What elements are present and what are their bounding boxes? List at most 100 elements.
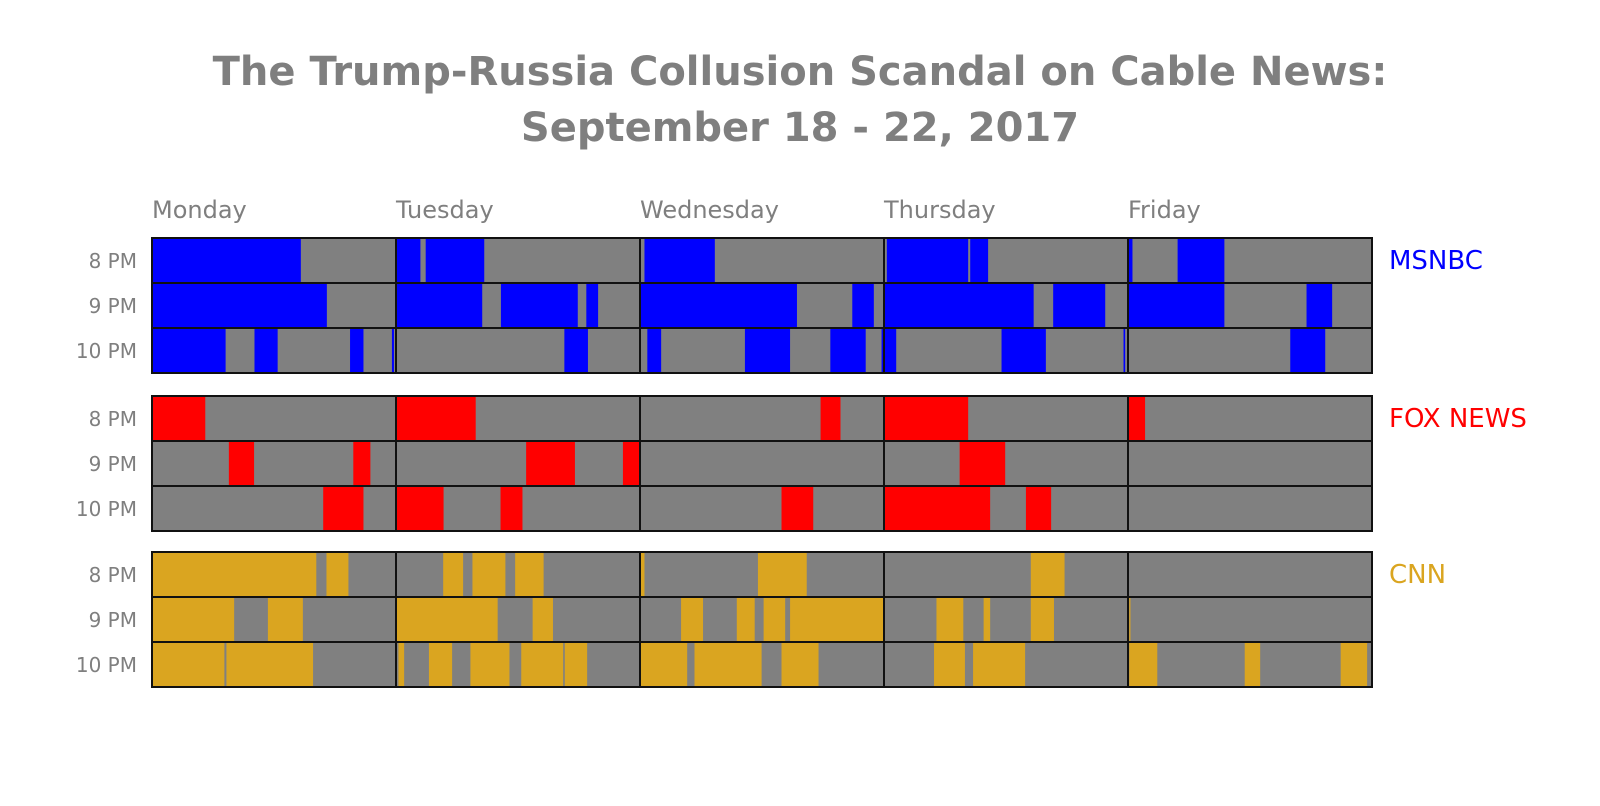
hour-label: 8 PM [89, 563, 137, 587]
hour-cell [1128, 486, 1372, 531]
coverage-segment [1030, 597, 1054, 642]
coverage-segment [884, 283, 1034, 328]
coverage-segment [1001, 328, 1046, 373]
hour-cell [1128, 597, 1372, 642]
coverage-segment [1025, 486, 1052, 531]
coverage-segment [820, 396, 841, 441]
hour-label: 10 PM [76, 339, 137, 363]
coverage-segment [428, 642, 453, 687]
coverage-segment [647, 328, 662, 373]
coverage-segment [152, 642, 225, 687]
hour-cell [1128, 238, 1372, 283]
coverage-segment [1128, 238, 1133, 283]
hour-cell [884, 597, 1128, 642]
coverage-segment [152, 597, 235, 642]
network-group-cnn: 8 PM 9 PM 10 PM CNN [76, 551, 1446, 688]
coverage-segment [326, 552, 349, 597]
coverage-segment [152, 396, 206, 441]
coverage-segment [1306, 283, 1333, 328]
coverage-segment [736, 597, 755, 642]
day-label: Tuesday [395, 196, 494, 224]
coverage-segment [681, 597, 704, 642]
cell-border [1127, 327, 1373, 374]
coverage-segment [1129, 642, 1158, 687]
coverage-segment [521, 642, 564, 687]
coverage-segment [152, 328, 226, 373]
coverage-segment [350, 328, 364, 373]
day-label: Thursday [883, 196, 996, 224]
coverage-segment [1128, 283, 1225, 328]
hour-label: 10 PM [76, 497, 137, 521]
coverage-segment [396, 597, 498, 642]
coverage-segment [532, 597, 553, 642]
coverage-segment [970, 238, 989, 283]
coverage-segment [936, 597, 964, 642]
coverage-segment [500, 486, 523, 531]
coverage-segment [254, 328, 278, 373]
coverage-segment [640, 642, 688, 687]
coverage-segment [391, 328, 394, 373]
network-label: MSNBC [1389, 246, 1483, 276]
coverage-segment [564, 328, 588, 373]
coverage-segment [515, 552, 544, 597]
coverage-segment [959, 441, 1006, 486]
coverage-segment [226, 642, 314, 687]
coverage-segment [1053, 283, 1106, 328]
coverage-segment [973, 642, 1026, 687]
coverage-segment [886, 238, 969, 283]
coverage-segment [152, 283, 327, 328]
coverage-segment [744, 328, 791, 373]
hour-cell [884, 552, 1128, 597]
coverage-segment [1177, 238, 1225, 283]
hour-cell [884, 441, 1128, 486]
coverage-segment [267, 597, 303, 642]
coverage-segment [500, 283, 578, 328]
coverage-segment [1244, 642, 1261, 687]
coverage-segment [1129, 597, 1131, 642]
hour-cell [1128, 328, 1372, 373]
coverage-segment [443, 552, 464, 597]
network-label: FOX NEWS [1389, 404, 1527, 434]
hour-cell [1128, 441, 1372, 486]
coverage-segment [1128, 396, 1146, 441]
coverage-segment [983, 597, 991, 642]
coverage-segment [694, 642, 762, 687]
cell-border [1127, 641, 1373, 688]
coverage-segment [781, 642, 819, 687]
chart-title: The Trump-Russia Collusion Scandal on Ca… [212, 49, 1388, 95]
coverage-segment [622, 441, 640, 486]
coverage-segment [790, 597, 884, 642]
coverage-segment [470, 642, 510, 687]
coverage-segment [640, 552, 645, 597]
coverage-segment [526, 441, 575, 486]
coverage-segment [396, 486, 444, 531]
network-label: CNN [1389, 560, 1446, 590]
coverage-segment [644, 238, 715, 283]
coverage-segment [323, 486, 364, 531]
coverage-segment [228, 441, 255, 486]
coverage-segment [396, 238, 421, 283]
coverage-segment [852, 283, 874, 328]
day-label: Friday [1128, 196, 1201, 224]
chart-subtitle: September 18 - 22, 2017 [520, 105, 1080, 151]
hour-label: 8 PM [89, 249, 137, 273]
hour-label: 10 PM [76, 653, 137, 677]
hour-cell [396, 328, 640, 373]
network-group-msnbc: 8 PM 9 PM 10 PM MSNBC [76, 237, 1483, 374]
hour-label: 8 PM [89, 407, 137, 431]
network-group-fox-news: 8 PM 9 PM 10 PM FOX NEWS [76, 395, 1527, 532]
hour-cell [1128, 552, 1372, 597]
day-label: Monday [152, 196, 247, 224]
day-label: Wednesday [640, 196, 779, 224]
coverage-segment [1340, 642, 1368, 687]
coverage-segment [1123, 328, 1126, 373]
coverage-segment [884, 396, 969, 441]
coverage-segment [396, 283, 483, 328]
hour-cell [640, 396, 884, 441]
hour-cell [640, 441, 884, 486]
hour-label: 9 PM [89, 294, 137, 318]
coverage-segment [353, 441, 371, 486]
coverage-segment [830, 328, 866, 373]
coverage-segment [884, 328, 897, 373]
coverage-segment [884, 486, 991, 531]
